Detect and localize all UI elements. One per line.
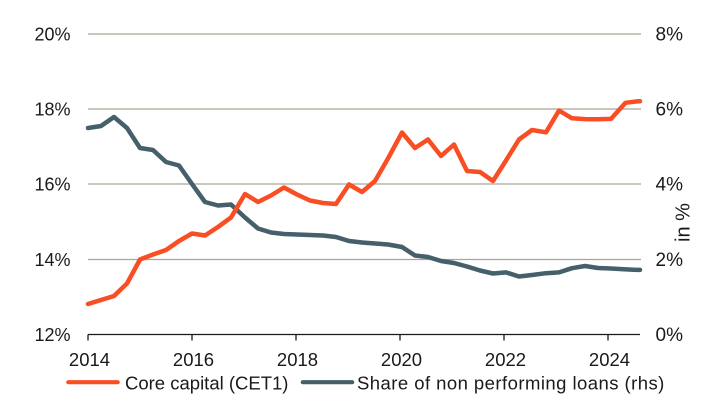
svg-text:12%: 12%	[34, 325, 70, 345]
svg-text:20%: 20%	[34, 25, 70, 45]
svg-text:Core capital (CET1): Core capital (CET1)	[125, 372, 288, 393]
svg-text:Share of non performing loans: Share of non performing loans (rhs)	[357, 372, 665, 393]
svg-text:8%: 8%	[656, 25, 684, 46]
svg-text:18%: 18%	[34, 100, 70, 120]
svg-text:2%: 2%	[656, 250, 684, 271]
svg-text:2018: 2018	[277, 349, 318, 370]
svg-text:16%: 16%	[34, 175, 70, 195]
svg-text:0%: 0%	[656, 325, 684, 346]
svg-text:2022: 2022	[485, 349, 526, 370]
svg-text:2020: 2020	[381, 349, 422, 370]
svg-text:2014: 2014	[69, 349, 110, 370]
svg-text:4%: 4%	[656, 175, 684, 196]
svg-text:in %: in %	[673, 203, 695, 242]
svg-text:14%: 14%	[34, 250, 70, 270]
svg-text:2016: 2016	[173, 349, 214, 370]
svg-text:2024: 2024	[589, 349, 630, 370]
svg-text:6%: 6%	[656, 100, 684, 121]
